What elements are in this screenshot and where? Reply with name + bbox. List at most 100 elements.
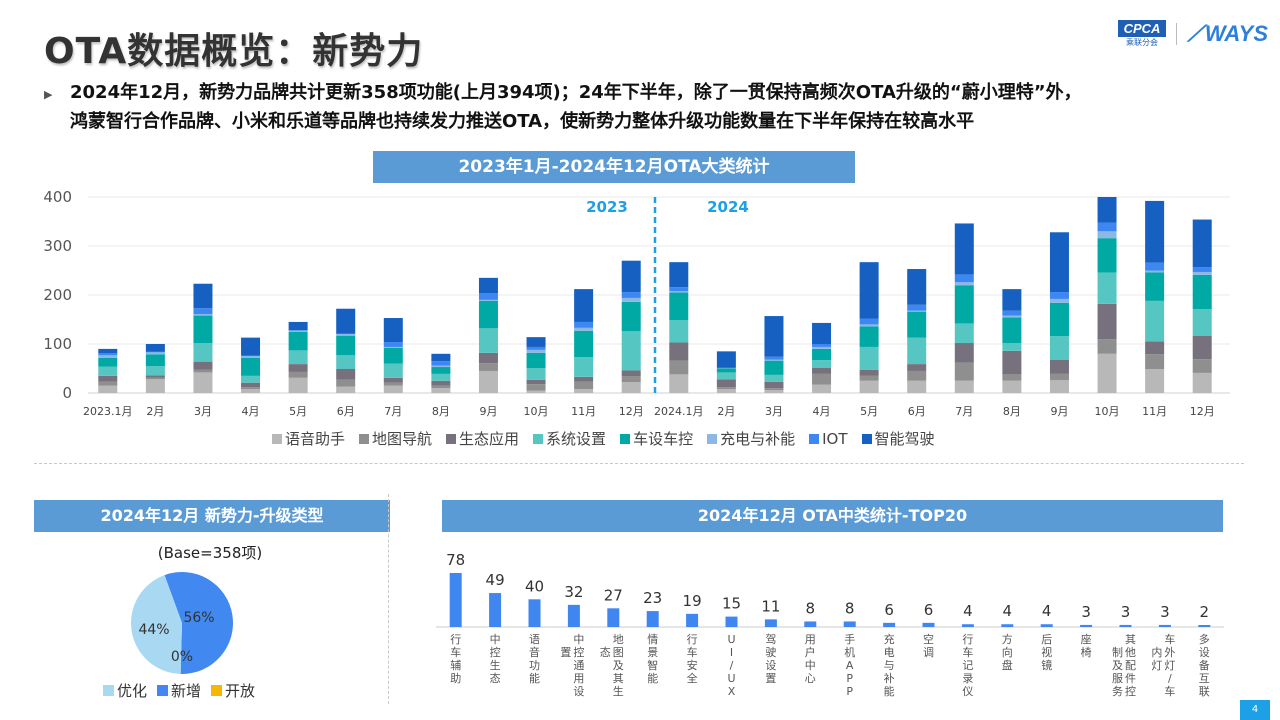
bar-segment bbox=[716, 379, 736, 388]
bar-segment bbox=[1002, 289, 1022, 311]
top20-bar bbox=[1040, 624, 1053, 627]
bar-segment bbox=[812, 368, 832, 374]
category-char: 安 bbox=[687, 658, 698, 672]
category-char: 向 bbox=[1002, 645, 1013, 659]
bar-value-label: 3 bbox=[1160, 603, 1170, 621]
category-char: 后 bbox=[1041, 633, 1052, 646]
category-char: 中 bbox=[573, 633, 584, 646]
bar-segment bbox=[193, 315, 213, 344]
bar-segment bbox=[621, 382, 641, 393]
bar-segment bbox=[526, 368, 546, 380]
bar-segment bbox=[193, 372, 213, 393]
bar-segment bbox=[1049, 302, 1069, 337]
category-char: 制 bbox=[1112, 646, 1123, 659]
category-char: 音 bbox=[529, 645, 540, 659]
top20-bar bbox=[922, 622, 935, 627]
bar-segment bbox=[812, 322, 832, 344]
x-tick-label: 4月 bbox=[813, 405, 831, 418]
bar-segment bbox=[716, 387, 736, 390]
category-char: 车 bbox=[1164, 684, 1175, 698]
bar-segment bbox=[1192, 267, 1212, 272]
legend-label: 充电与补能 bbox=[720, 430, 796, 448]
top20-bar bbox=[1198, 625, 1211, 627]
bar-segment bbox=[859, 375, 879, 381]
legend-swatch bbox=[809, 433, 820, 444]
bar-segment bbox=[574, 357, 594, 377]
x-tick-label: 5月 bbox=[860, 405, 878, 418]
category-char: 功 bbox=[529, 659, 540, 672]
x-tick-label: 3月 bbox=[194, 405, 212, 418]
bar-segment bbox=[812, 360, 832, 369]
pie-data-label: 44% bbox=[138, 622, 169, 638]
bar-segment bbox=[1145, 272, 1165, 301]
x-tick-label: 5月 bbox=[289, 405, 307, 418]
bar-segment bbox=[1049, 232, 1069, 293]
legend-item: 系统设置 bbox=[533, 428, 606, 449]
bar-value-label: 4 bbox=[1003, 602, 1013, 620]
category-char: 置 bbox=[765, 672, 776, 685]
bar-segment bbox=[336, 355, 356, 369]
bar-value-label: 6 bbox=[884, 601, 894, 619]
category-char: 及 bbox=[613, 659, 624, 672]
bar-segment bbox=[574, 327, 594, 331]
bar-segment bbox=[336, 308, 356, 334]
bar-segment bbox=[1002, 315, 1022, 318]
top20-bar-chart: 78行车辅助49中控生态40语音功能32中控通用设置27地图及其生态23情景智能… bbox=[436, 551, 1224, 698]
bar-segment bbox=[145, 375, 165, 378]
x-category-label: 充电与补能 bbox=[884, 632, 895, 698]
category-char: 调 bbox=[923, 646, 934, 659]
bar-segment bbox=[812, 384, 832, 393]
bar-segment bbox=[193, 369, 213, 373]
bar-segment bbox=[716, 351, 736, 368]
top20-bar bbox=[843, 621, 856, 627]
bar-segment bbox=[1097, 339, 1117, 354]
main-chart-legend: 语音助手 地图导航 生态应用 系统设置 车设车控 充电与补能 IOT 智能驾驶 bbox=[272, 428, 935, 449]
x-category-label: 座椅 bbox=[1081, 632, 1092, 659]
bar-segment bbox=[1097, 231, 1117, 239]
category-char: 能 bbox=[884, 684, 895, 698]
y-tick-label: 400 bbox=[43, 188, 72, 206]
category-char: U bbox=[727, 672, 735, 685]
bar-segment bbox=[1049, 373, 1069, 381]
bar-segment bbox=[431, 380, 451, 386]
bar-segment bbox=[241, 382, 261, 388]
bar-value-label: 8 bbox=[806, 599, 816, 617]
category-char: 置 bbox=[560, 646, 571, 659]
bar-value-label: 2 bbox=[1200, 603, 1210, 621]
bar-segment bbox=[764, 374, 784, 382]
pie-chart-title: 2024年12月 新势力-升级类型 bbox=[34, 500, 390, 532]
bar-segment bbox=[954, 282, 974, 286]
bar-segment bbox=[621, 331, 641, 371]
pie-base-label: (Base=358项) bbox=[157, 544, 263, 562]
bar-segment bbox=[907, 311, 927, 338]
top20-bar bbox=[1001, 624, 1014, 627]
bar-segment bbox=[764, 356, 784, 360]
bar-segment bbox=[1002, 374, 1022, 381]
pie-slice bbox=[164, 572, 234, 674]
bar-segment bbox=[1097, 272, 1117, 304]
legend-swatch bbox=[211, 685, 223, 696]
x-tick-label: 3月 bbox=[765, 405, 783, 418]
category-char: 行 bbox=[962, 633, 973, 646]
bar-segment bbox=[954, 285, 974, 324]
pie-data-label: 0% bbox=[171, 649, 193, 665]
bar-segment bbox=[764, 381, 784, 389]
legend-label: 车设车控 bbox=[633, 430, 694, 448]
legend-swatch bbox=[620, 433, 631, 444]
bar-segment bbox=[621, 370, 641, 377]
x-tick-label: 9月 bbox=[479, 405, 497, 418]
bar-segment bbox=[1049, 359, 1069, 374]
category-char: / bbox=[1168, 672, 1172, 685]
top20-bar bbox=[607, 608, 620, 627]
bar-segment bbox=[288, 377, 308, 393]
bar-segment bbox=[812, 344, 832, 347]
legend-item: 车设车控 bbox=[620, 428, 693, 449]
category-char: 内 bbox=[1151, 645, 1162, 659]
bar-segment bbox=[716, 389, 736, 393]
bar-segment bbox=[1049, 380, 1069, 393]
category-char: 驶 bbox=[765, 645, 776, 659]
bar-segment bbox=[669, 262, 689, 288]
bar-segment bbox=[288, 371, 308, 378]
